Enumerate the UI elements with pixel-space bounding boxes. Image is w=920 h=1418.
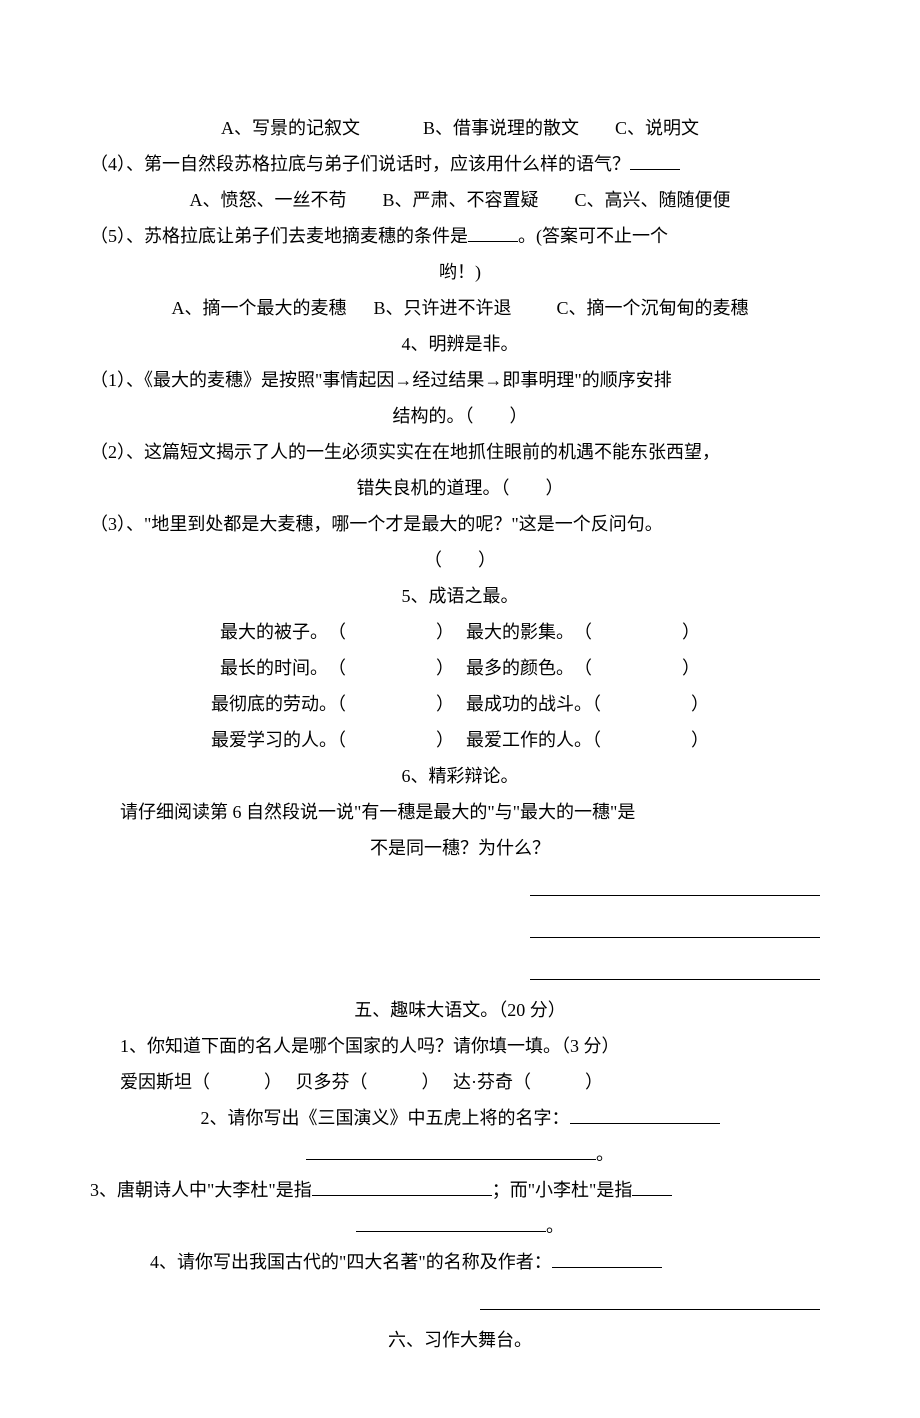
q5-stem-post: 。(答案可不止一个: [518, 226, 668, 246]
big5-q1-name-a: 爱因斯坦（ ）: [120, 1072, 273, 1092]
idiom-row-1: 最长的时间。 （ ） 最多的颜色。 （ ）: [90, 650, 830, 686]
s6-answer-1[interactable]: [90, 872, 830, 908]
big5-q1-name-c: 达·芬奇（ ）: [453, 1072, 603, 1092]
q5-stem-pre: （5）、苏格拉底让弟子们去麦地摘麦穗的条件是: [90, 226, 468, 246]
q4-opt-b: B、严肃、不容置疑: [382, 190, 538, 210]
q5-blank[interactable]: [468, 223, 518, 242]
big5-q2-text: 2、请你写出《三国演义》中五虎上将的名字：: [201, 1108, 570, 1128]
big5-q4-text: 4、请你写出我国古代的"四大名著"的名称及作者：: [150, 1252, 552, 1272]
q3-opt-a: A、写景的记叙文: [221, 118, 360, 138]
big5-q4-line1: 4、请你写出我国古代的"四大名著"的名称及作者：: [90, 1244, 830, 1280]
q5-opt-b: B、只许进不许退: [373, 298, 511, 318]
idiom-1-r: 最多的颜色。: [466, 658, 565, 678]
q5-opt-c: C、摘一个沉甸甸的麦穗: [557, 298, 749, 318]
big5-q2-blank2[interactable]: [306, 1141, 596, 1160]
big5-q2-line1: 2、请你写出《三国演义》中五虎上将的名字：: [90, 1100, 830, 1136]
section6-title: 6、精彩辩论。: [90, 758, 830, 794]
s6-line1: 请仔细阅读第 6 自然段说一说"有一穗是最大的"与"最大的一穗"是: [90, 794, 830, 830]
big5-q3-mid: ；而"小李杜"是指: [492, 1180, 633, 1200]
q3-opt-b: B、借事说理的散文: [423, 118, 579, 138]
idiom-row-3: 最爱学习的人。（ ） 最爱工作的人。（ ）: [90, 722, 830, 758]
s4-item3-line1: （3）、"地里到处都是大麦穗，哪一个才是最大的呢？"这是一个反问句。: [90, 506, 830, 542]
section4-title: 4、明辨是非。: [90, 326, 830, 362]
section5-title: 5、成语之最。: [90, 578, 830, 614]
q4-opt-a: A、愤怒、一丝不苟: [189, 190, 346, 210]
idiom-2-r: 最成功的战斗。: [466, 694, 592, 714]
idiom-row-2: 最彻底的劳动。（ ） 最成功的战斗。（ ）: [90, 686, 830, 722]
exam-page: A、写景的记叙文 B、借事说理的散文 C、说明文 （4）、第一自然段苏格拉底与弟…: [0, 0, 920, 1418]
idiom-1-l: 最长的时间。: [220, 658, 319, 678]
q4-opt-c: C、高兴、随随便便: [575, 190, 731, 210]
big5-q1-name-b: 贝多芬（ ）: [296, 1072, 431, 1092]
big5-q2-line2: 。: [90, 1136, 830, 1172]
big5-q1-names-row: 爱因斯坦（ ） 贝多芬（ ） 达·芬奇（ ）: [90, 1064, 830, 1100]
s4-item3-line2: （ ）: [90, 542, 830, 578]
idiom-3-l: 最爱学习的人。: [211, 730, 337, 750]
idiom-3-r: 最爱工作的人。: [466, 730, 592, 750]
big5-q3-blank2b[interactable]: [356, 1213, 546, 1232]
s4-item1-line1: （1）、《最大的麦穗》是按照"事情起因→经过结果→即事明理"的顺序安排: [90, 362, 830, 398]
s6-line2: 不是同一穗？为什么？: [90, 830, 830, 866]
q3-options-row: A、写景的记叙文 B、借事说理的散文 C、说明文: [90, 110, 830, 146]
q4-stem: （4）、第一自然段苏格拉底与弟子们说话时，应该用什么样的语气？: [90, 146, 830, 182]
idiom-0-r: 最大的影集。: [466, 622, 565, 642]
s6-answer-3[interactable]: [90, 956, 830, 992]
q5-stem-line1: （5）、苏格拉底让弟子们去麦地摘麦穗的条件是 。(答案可不止一个: [90, 218, 830, 254]
q5-opt-a: A、摘一个最大的麦穗: [171, 298, 346, 318]
idiom-2-l: 最彻底的劳动。: [211, 694, 337, 714]
big5-q3-pre: 3、唐朝诗人中"大李杜"是指: [90, 1180, 312, 1200]
s6-answer-2[interactable]: [90, 914, 830, 950]
big5-q4-blank1[interactable]: [552, 1249, 662, 1268]
big5-title: 五、趣味大语文。（20 分）: [90, 992, 830, 1028]
big5-q1: 1、你知道下面的名人是哪个国家的人吗？请你填一填。（3 分）: [90, 1028, 830, 1064]
q4-options-row: A、愤怒、一丝不苟 B、严肃、不容置疑 C、高兴、随随便便: [90, 182, 830, 218]
big5-q3-line1: 3、唐朝诗人中"大李杜"是指 ；而"小李杜"是指: [90, 1172, 830, 1208]
idiom-0-l: 最大的被子。: [220, 622, 319, 642]
big5-q4-line2[interactable]: [90, 1286, 830, 1322]
q5-stem-line2: 哟！): [90, 254, 830, 290]
q5-options-row: A、摘一个最大的麦穗 B、只许进不许退 C、摘一个沉甸甸的麦穗: [90, 290, 830, 326]
big5-q3-blank1[interactable]: [312, 1177, 492, 1196]
big5-q2-blank1[interactable]: [570, 1105, 720, 1124]
s4-item1-line2: 结构的。（ ）: [90, 398, 830, 434]
s4-item2-line1: （2）、这篇短文揭示了人的一生必须实实在在地抓住眼前的机遇不能东张西望，: [90, 434, 830, 470]
big6-title: 六、习作大舞台。: [90, 1322, 830, 1358]
q4-stem-text: （4）、第一自然段苏格拉底与弟子们说话时，应该用什么样的语气？: [90, 154, 630, 174]
big5-q3-blank2a[interactable]: [632, 1177, 672, 1196]
s4-item2-line2: 错失良机的道理。（ ）: [90, 470, 830, 506]
idiom-row-0: 最大的被子。 （ ） 最大的影集。 （ ）: [90, 614, 830, 650]
big5-q3-line2: 。: [90, 1208, 830, 1244]
q4-blank[interactable]: [630, 151, 680, 170]
q3-opt-c: C、说明文: [615, 118, 699, 138]
